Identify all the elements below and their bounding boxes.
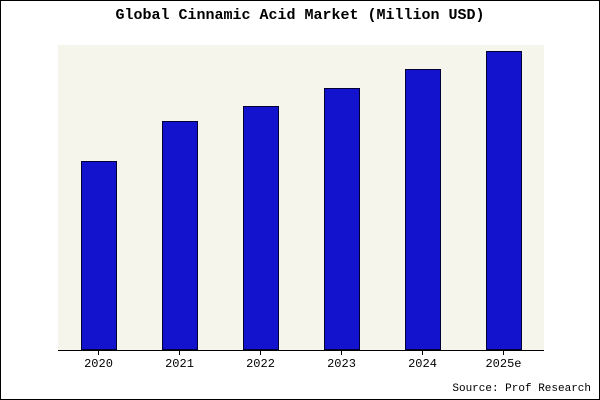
x-tick-label-2020: 2020 <box>58 351 139 371</box>
bars-container <box>58 45 544 350</box>
bar-2021 <box>161 121 198 350</box>
plot-area <box>58 45 544 351</box>
x-axis-labels: 2020 2021 2022 2023 2024 2025e <box>58 351 544 371</box>
bar-slot <box>139 45 220 350</box>
bar-slot <box>58 45 139 350</box>
bar-slot <box>301 45 382 350</box>
bar-slot <box>382 45 463 350</box>
source-label: Source: Prof Research <box>452 383 591 395</box>
chart-title: Global Cinnamic Acid Market (Million USD… <box>115 7 485 24</box>
x-tick-label-2023: 2023 <box>301 351 382 371</box>
bar-slot <box>220 45 301 350</box>
bar-2020 <box>80 160 117 350</box>
bar-2022 <box>242 106 279 350</box>
bar-2023 <box>323 87 360 350</box>
x-tick-label-2024: 2024 <box>382 351 463 371</box>
x-tick-label-2022: 2022 <box>220 351 301 371</box>
bar-2024 <box>404 69 441 350</box>
bar-slot <box>463 45 544 350</box>
x-tick-label-2025e: 2025e <box>463 351 544 371</box>
x-tick-label-2021: 2021 <box>139 351 220 371</box>
bar-2025e <box>485 51 522 350</box>
